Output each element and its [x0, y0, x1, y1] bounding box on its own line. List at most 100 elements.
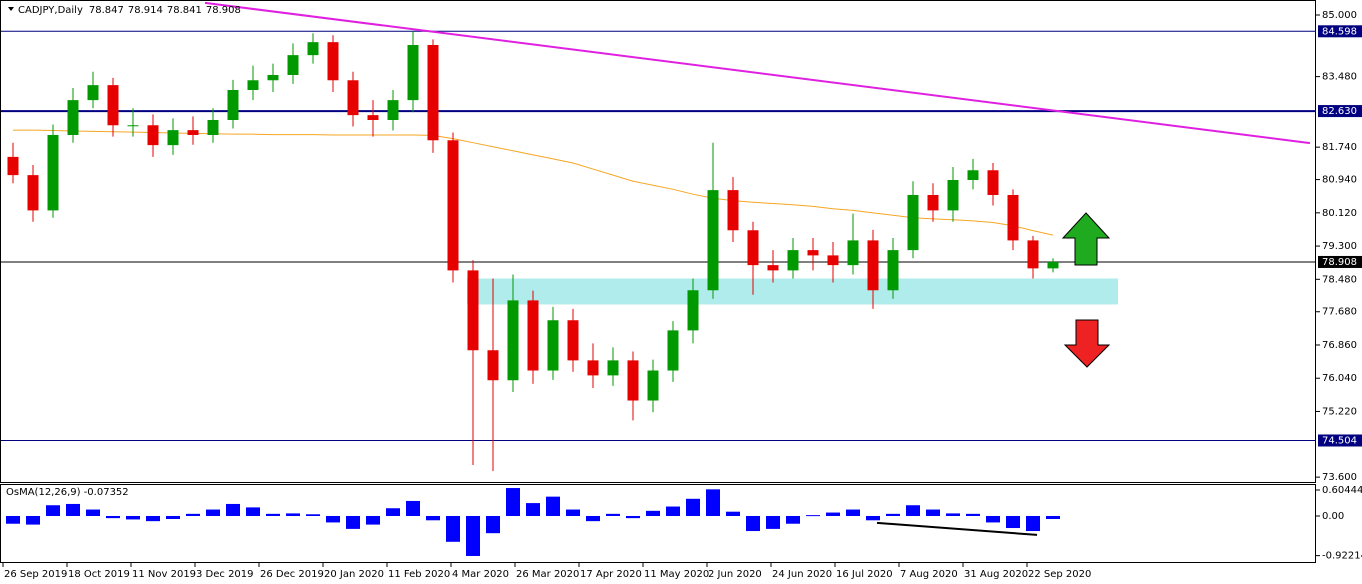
osma-bar — [406, 500, 420, 516]
y-tick-label: 85.000 — [1322, 10, 1357, 21]
candle-body — [627, 360, 639, 401]
osma-bar — [606, 513, 620, 516]
y-tick-label: 80.940 — [1322, 175, 1357, 186]
candle-body — [947, 179, 959, 211]
osma-bar — [246, 507, 260, 516]
candle-body — [47, 134, 59, 211]
osma-bar — [1046, 515, 1060, 520]
x-tick-label: 3 Dec 2019 — [196, 569, 254, 580]
x-tick-label: 24 Jun 2020 — [772, 569, 832, 580]
indicator-title: OsMA(12,26,9) -0.07352 — [6, 487, 129, 498]
osma-bar — [586, 515, 600, 522]
osma-bar — [66, 503, 80, 516]
level-tag — [1318, 255, 1362, 268]
osma-bar — [106, 515, 120, 519]
osma-bar — [666, 506, 680, 516]
x-tick-label: 11 Feb 2020 — [388, 569, 450, 580]
y-tick-label: 80.120 — [1322, 208, 1357, 219]
osma-bar — [866, 515, 880, 521]
osma-bar — [1006, 515, 1020, 529]
osma-bar — [526, 503, 540, 516]
x-tick-label: 31 Aug 2020 — [964, 569, 1028, 580]
candle-body — [507, 300, 519, 381]
osma-bar — [826, 512, 840, 516]
menu-triangle — [8, 7, 14, 11]
candle-body — [1007, 194, 1019, 241]
y-tick-label: 83.480 — [1322, 72, 1357, 83]
osma-bar — [906, 505, 920, 516]
y-tick-label: 76.040 — [1322, 373, 1357, 384]
candle-body — [427, 44, 439, 141]
candle-body — [527, 300, 539, 371]
low-value: 78.841 — [167, 5, 202, 16]
candle-body — [27, 175, 39, 211]
y-tick-label: 77.680 — [1322, 307, 1357, 318]
candle-body — [547, 320, 559, 371]
osma-bar — [746, 515, 760, 532]
candle-body — [647, 370, 659, 401]
candle-body — [407, 44, 419, 101]
candle-body — [227, 89, 239, 120]
osma-bar — [206, 509, 220, 516]
x-tick-label: 4 Mar 2020 — [452, 569, 509, 580]
level-tag — [1318, 105, 1362, 118]
level-tag — [1318, 434, 1362, 447]
candle-body — [287, 55, 299, 75]
up-arrow — [1061, 212, 1111, 266]
x-tick-label: 11 May 2020 — [644, 569, 709, 580]
candle-body — [307, 42, 319, 56]
osma-bar — [446, 515, 460, 542]
candle-body — [167, 130, 179, 146]
level-tag — [1318, 25, 1362, 38]
osma-bar — [506, 488, 520, 516]
candle-body — [87, 85, 99, 101]
candle-body — [687, 290, 699, 331]
candle-body — [387, 100, 399, 120]
osma-bar — [986, 515, 1000, 523]
x-tick-label: 7 Aug 2020 — [900, 569, 958, 580]
y-tick-label: 75.220 — [1322, 406, 1357, 417]
osma-bar — [6, 515, 20, 524]
candle-body — [207, 119, 219, 135]
x-tick-label: 22 Sep 2020 — [1028, 569, 1091, 580]
candle-body — [107, 85, 119, 126]
osma-bar — [186, 513, 200, 516]
osma-bar — [726, 511, 740, 516]
osma-bar — [486, 515, 500, 534]
osma-bar — [926, 509, 940, 516]
x-tick-label: 18 Oct 2019 — [68, 569, 130, 580]
y-tick-label: -0.92214 — [1322, 551, 1362, 562]
candle-body — [347, 80, 359, 116]
osma-bar — [686, 498, 700, 516]
osma-bar — [326, 515, 340, 523]
x-tick-label: 26 Mar 2020 — [516, 569, 579, 580]
y-tick-label: 73.600 — [1322, 472, 1357, 483]
candle-body — [187, 130, 199, 135]
sub-frame — [0, 484, 1316, 563]
candle-body — [1027, 240, 1039, 269]
osma-bar — [306, 514, 320, 516]
osma-bar — [226, 503, 240, 516]
open-value: 78.847 — [89, 5, 124, 16]
candle-body — [667, 330, 679, 371]
y-tick-label: 81.740 — [1322, 142, 1357, 153]
candle-body — [7, 156, 19, 176]
candle-body — [927, 194, 939, 211]
osma-bar — [466, 515, 480, 556]
osma-bar — [26, 515, 40, 525]
osma-bar — [426, 515, 440, 521]
down-arrow — [1063, 319, 1111, 368]
trend-line — [204, 1, 1311, 145]
osma-bar — [286, 513, 300, 516]
candle-body — [707, 190, 719, 291]
osma-bar — [46, 505, 60, 516]
candle-body — [147, 125, 159, 146]
osma-bar — [566, 509, 580, 516]
osma-bar — [706, 489, 720, 516]
trend-line — [876, 521, 1038, 536]
osma-bar — [806, 515, 820, 517]
chart-header: CADJPY,Daily 78.847 78.914 78.841 78.908 — [18, 5, 241, 16]
osma-bar — [346, 515, 360, 529]
